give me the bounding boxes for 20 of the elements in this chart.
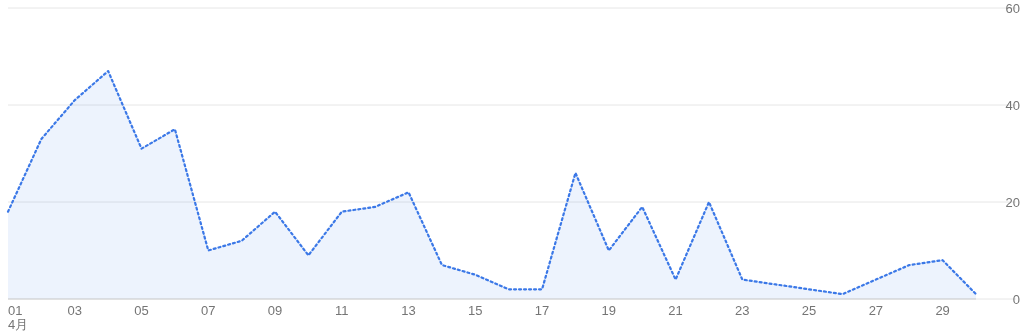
x-tick-label: 05 [134, 303, 149, 318]
y-tick-label: 60 [1005, 1, 1020, 16]
y-tick-label: 20 [1005, 195, 1020, 210]
x-tick-label: 27 [868, 303, 884, 318]
x-tick-label: 07 [201, 303, 216, 318]
x-tick-label: 11 [335, 303, 349, 318]
x-tick-label: 13 [401, 303, 416, 318]
x-tick-label: 03 [67, 303, 82, 318]
x-tick-label: 25 [801, 303, 817, 318]
y-tick-label: 0 [1012, 292, 1020, 307]
x-tick-label: 29 [935, 303, 950, 318]
x-tick-label: 21 [668, 303, 683, 318]
x-tick-label: 15 [468, 303, 483, 318]
x-tick-label: 23 [735, 303, 750, 318]
x-tick-label: 17 [534, 303, 550, 318]
x-tick-label: 01 [8, 303, 23, 318]
x-tick-label: 09 [267, 303, 283, 318]
y-tick-label: 40 [1005, 98, 1020, 113]
x-tick-label: 19 [601, 303, 617, 318]
text: 4月 [8, 317, 29, 332]
